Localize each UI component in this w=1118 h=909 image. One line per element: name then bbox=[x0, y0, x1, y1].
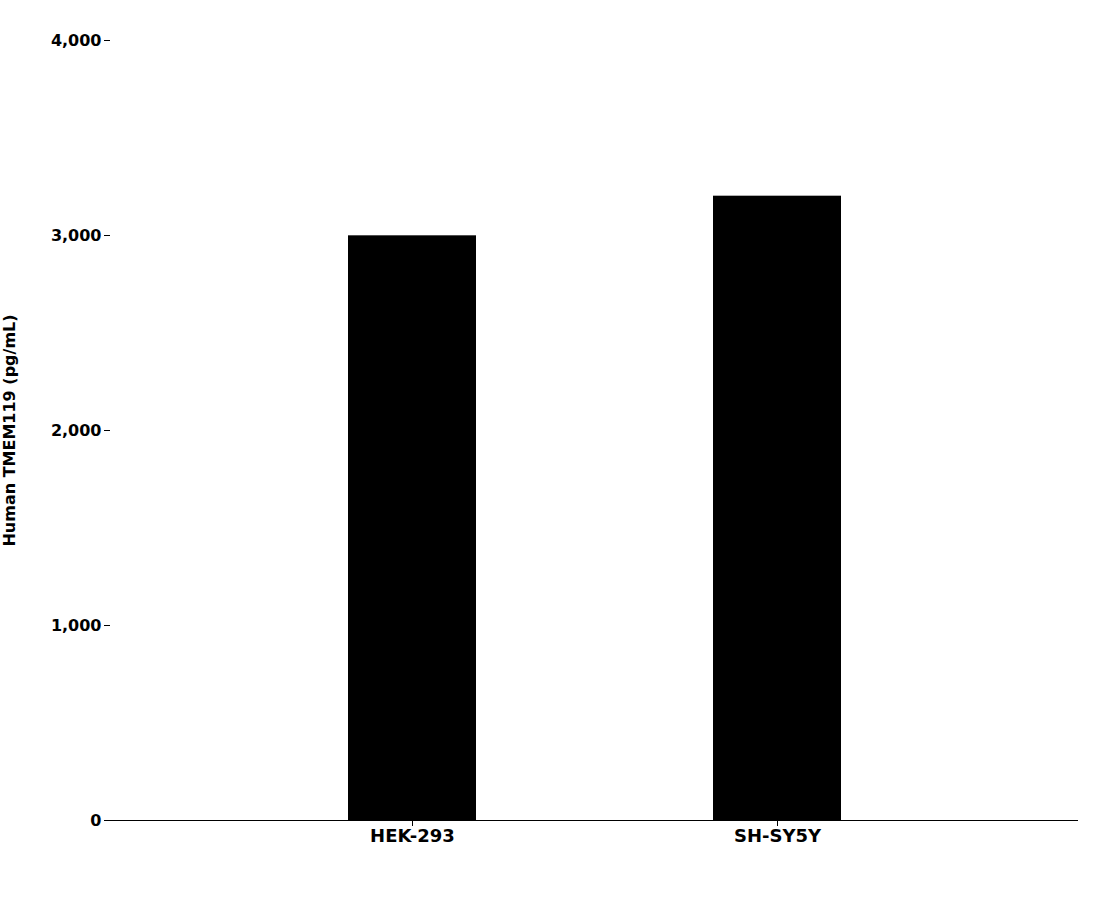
svg-text:1,000: 1,000 bbox=[51, 616, 102, 635]
svg-text:SH-SY5Y: SH-SY5Y bbox=[734, 825, 822, 846]
svg-text:4,000: 4,000 bbox=[51, 31, 102, 50]
svg-text:Human TMEM119 (pg/mL): Human TMEM119 (pg/mL) bbox=[0, 314, 19, 546]
svg-text:0: 0 bbox=[90, 811, 101, 830]
svg-text:3,000: 3,000 bbox=[51, 226, 102, 245]
svg-text:2,000: 2,000 bbox=[51, 421, 102, 440]
svg-text:HEK-293: HEK-293 bbox=[370, 825, 455, 846]
